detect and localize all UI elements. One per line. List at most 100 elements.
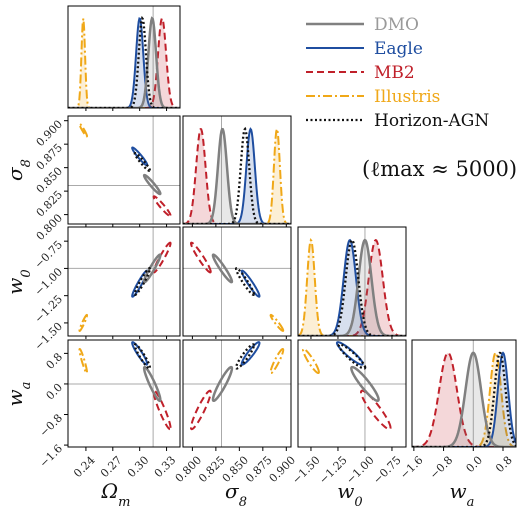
contour-mb2: [189, 389, 212, 431]
panel-frame: [67, 339, 181, 448]
x-tick-label-w0: −1.50: [290, 454, 323, 487]
density-mb2: [298, 238, 406, 336]
density-dmo: [68, 16, 180, 108]
density-eagle: [298, 238, 406, 336]
contour-dmo: [211, 253, 234, 284]
contour-illustris: [269, 347, 285, 375]
panel-frame: [67, 115, 181, 225]
density-fill-mb2: [298, 240, 406, 336]
legend-label-dmo: DMO: [374, 15, 419, 35]
y-tick-label-wa: 0.0: [44, 381, 66, 403]
y-axis-label-s8: σ8: [3, 159, 34, 181]
x-axis-label-Om: Ωm: [101, 479, 131, 510]
contour-illustris: [302, 347, 320, 375]
x-tick-label-Om: 0.27: [98, 454, 125, 481]
y-tick-label-s8: 0.900: [34, 118, 65, 149]
density-fill-eagle: [412, 352, 516, 447]
density-illustris: [412, 351, 516, 447]
density-illustris: [183, 125, 291, 224]
density-eagle: [412, 351, 516, 447]
density-illustris: [298, 237, 406, 336]
density-mb2: [68, 17, 180, 108]
contour-illustris: [78, 313, 89, 332]
diag-panel-Om: [68, 6, 180, 108]
diag-frame-Om: [67, 5, 181, 109]
diag-frame-wa: [411, 339, 517, 448]
contour-horizon-agn: [133, 151, 152, 173]
contour-mb2: [189, 241, 212, 274]
density-fill-mb2: [412, 352, 516, 447]
x-tick-label-wa: −1.6: [398, 454, 426, 482]
panel-wa-vs-s8: [183, 340, 291, 447]
y-tick-label-wa: −0.8: [37, 411, 65, 439]
contour-dmo: [142, 253, 162, 284]
density-fill-illustris: [298, 240, 406, 336]
contour-eagle: [240, 341, 261, 366]
contour-horizon-agn: [234, 267, 256, 296]
contour-eagle: [335, 341, 364, 366]
panel-w0-vs-s8: [183, 227, 291, 336]
x-tick-label-Om: 0.24: [71, 454, 98, 481]
contour-dmo: [142, 173, 162, 196]
density-horizon-agn: [412, 351, 516, 447]
y-tick-label-w0: −1.25: [32, 293, 65, 326]
diag-panel-wa: [412, 340, 516, 447]
contour-illustris: [78, 347, 89, 375]
legend-label-eagle: Eagle: [374, 39, 423, 59]
y-tick-label-w0: −1.00: [32, 265, 65, 298]
x-tick-label-wa: −0.8: [427, 454, 455, 482]
contour-dmo: [142, 365, 162, 403]
contour-horizon-agn: [133, 343, 152, 370]
panel-wa-vs-Om: [68, 340, 180, 447]
panel-frame: [182, 226, 292, 337]
legend-label-illustris: Illustris: [374, 87, 440, 107]
legend-label-horizon-agn: Horizon-AGN: [374, 111, 489, 131]
contour-horizon-agn: [133, 267, 152, 296]
contour-horizon-agn: [234, 343, 256, 370]
contour-horizon-agn: [337, 343, 367, 370]
x-axis-label-wa: wa: [450, 479, 475, 510]
density-fill-dmo: [68, 18, 180, 108]
panel-frame: [182, 339, 292, 448]
diag-frame-w0: [297, 226, 407, 337]
density-fill-eagle: [298, 240, 406, 336]
contour-illustris: [269, 313, 285, 332]
x-axis-label-s8: σ8: [225, 479, 247, 510]
density-fill-mb2: [183, 129, 291, 224]
y-tick-label-wa: −1.6: [37, 442, 65, 470]
contour-mb2: [152, 195, 172, 218]
contour-mb2: [152, 389, 172, 431]
x-tick-label-Om: 0.30: [125, 454, 152, 481]
diag-frame-s8: [182, 115, 292, 225]
density-mb2: [412, 351, 516, 447]
annotation-lmax: (ℓmax ≈ 5000): [362, 157, 517, 181]
density-fill-dmo: [412, 352, 516, 447]
panel-s8-vs-Om: [68, 116, 180, 224]
panel-w0-vs-Om: [68, 227, 180, 336]
panel-frame: [297, 339, 407, 448]
contour-illustris: [78, 122, 89, 138]
contour-eagle: [131, 341, 149, 366]
y-tick-label-wa: 0.8: [44, 350, 66, 372]
x-axis-label-w0: w0: [337, 479, 362, 510]
contour-eagle: [240, 269, 261, 298]
contour-mb2: [360, 389, 392, 431]
density-illustris: [68, 18, 180, 108]
diag-panel-s8: [183, 116, 291, 224]
density-fill-illustris: [183, 129, 291, 224]
contour-eagle: [131, 146, 149, 167]
panel-frame: [67, 226, 181, 337]
diag-panel-w0: [298, 227, 406, 336]
density-dmo: [183, 127, 291, 224]
legend-label-mb2: MB2: [374, 63, 415, 83]
density-mb2: [183, 128, 291, 224]
x-tick-label-wa: 0.8: [493, 454, 515, 476]
x-tick-label-wa: 0.0: [463, 454, 485, 476]
legend: DMO Eagle MB2 Illustris Horizon-AGN: [306, 15, 489, 131]
contour-dmo: [211, 365, 234, 403]
y-axis-label-w0: w0: [3, 269, 34, 294]
y-axis-label-wa: wa: [3, 382, 34, 407]
y-tick-label-w0: −1.50: [32, 320, 65, 353]
y-tick-label-w0: −0.75: [32, 238, 65, 271]
